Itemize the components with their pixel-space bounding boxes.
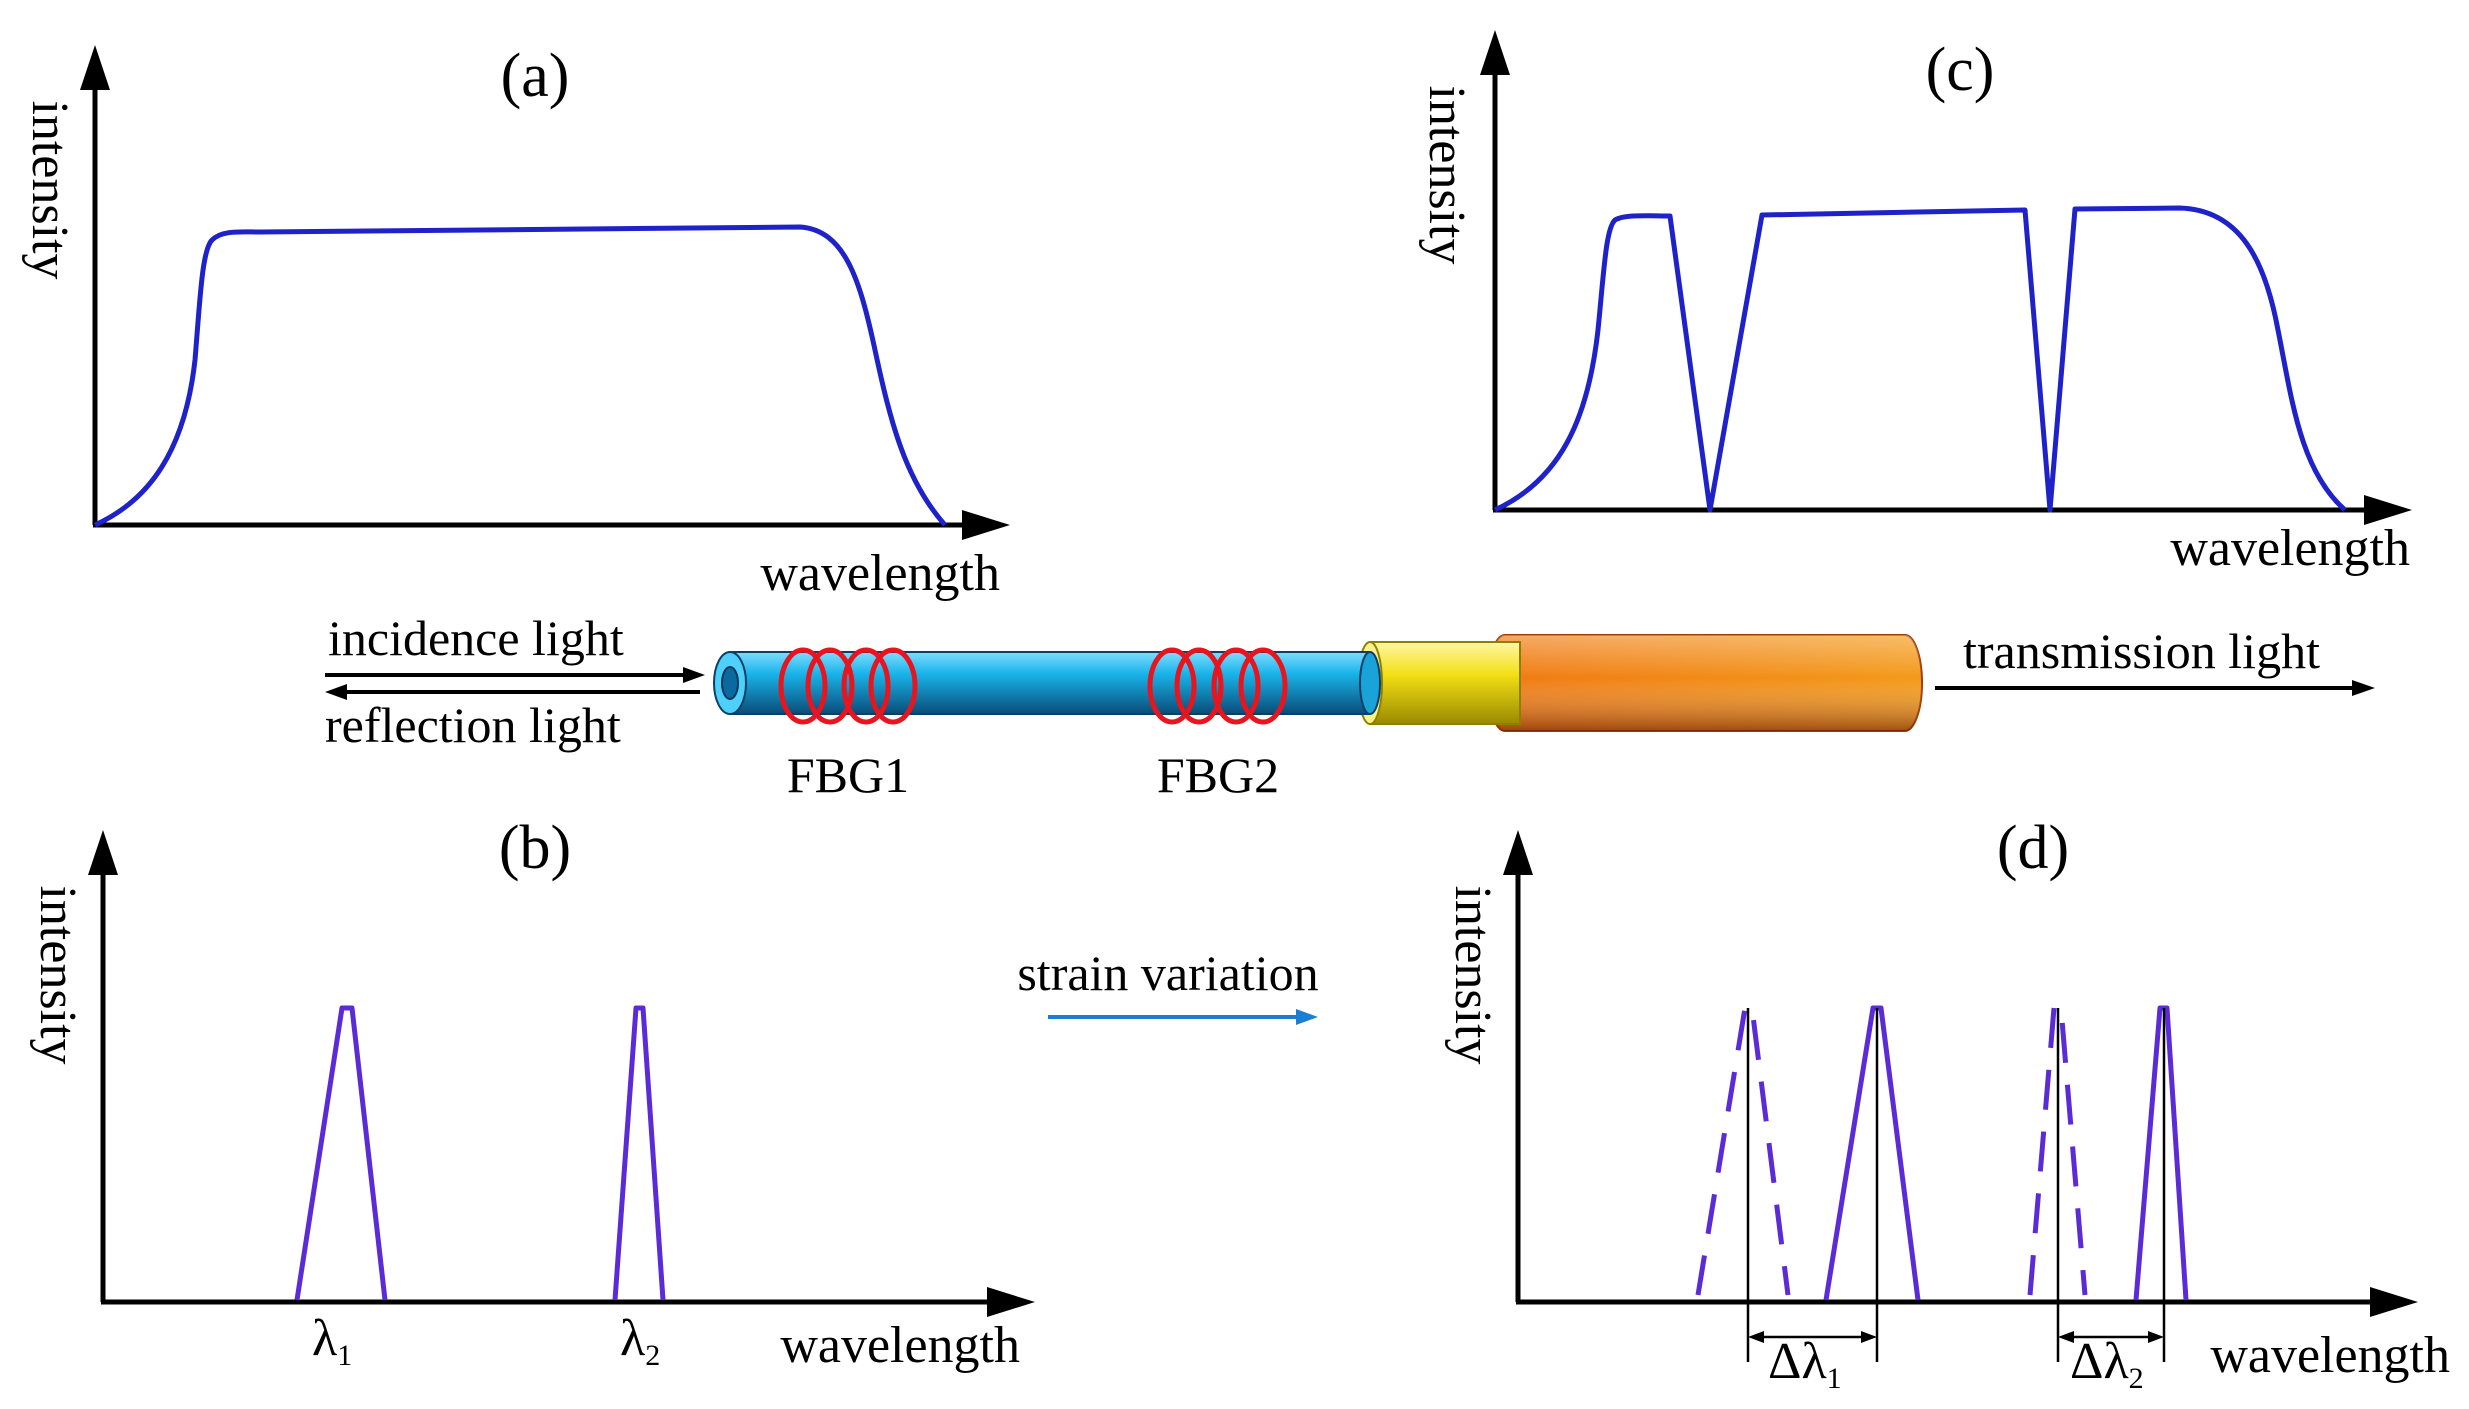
panel-c-transmission-spectrum: [1493, 205, 2347, 513]
panel-d-delta-lambda1-label: Δλ1: [1768, 1333, 1842, 1395]
panel-a-title: (a): [501, 42, 570, 110]
panel-d-delta-lambda2-label: Δλ2: [2070, 1333, 2144, 1395]
fbg2-grating: [1147, 647, 1288, 725]
reflection-arrowhead: [325, 684, 347, 700]
fiber-assembly: FBG1 FBG2: [713, 634, 1923, 803]
panel-c-y-arrowhead: [1480, 30, 1510, 75]
fbg2-label: FBG2: [1157, 747, 1279, 803]
panel-b-peak-lambda1: [294, 1005, 388, 1301]
panel-d-title: (d): [1997, 814, 2069, 882]
panel-d: Δλ1 Δλ2 (d) intensity wavelength: [1444, 814, 2450, 1395]
transmission-arrow-group: transmission light: [1935, 623, 2375, 696]
panel-a-broadband-spectrum: [93, 224, 947, 528]
panel-b-y-label: intensity: [29, 885, 86, 1064]
panel-b-x-label: wavelength: [780, 1317, 1020, 1374]
strain-variation-label: strain variation: [1017, 945, 1318, 1001]
panel-d-original-peak-1: [1695, 1005, 1791, 1296]
incidence-reflection-arrows: incidence light reflection light: [325, 610, 705, 753]
panel-d-x-label: wavelength: [2210, 1327, 2450, 1384]
panel-b-lambda1-label: λ1: [312, 1310, 352, 1372]
strain-variation-arrowhead: [1296, 1009, 1318, 1025]
transmission-label: transmission light: [1963, 623, 2320, 679]
panel-b-title: (b): [499, 814, 571, 882]
panel-d-y-label: intensity: [1444, 885, 1501, 1064]
transmission-arrowhead: [2352, 680, 2375, 696]
panel-a-y-label: intensity: [21, 100, 78, 279]
panel-c-title: (c): [1926, 36, 1995, 104]
incidence-arrowhead: [683, 667, 705, 683]
panel-d-shift-markers: [1746, 1008, 2166, 1362]
panel-d-y-arrowhead: [1503, 830, 1533, 875]
delta1-arrowhead-left: [1748, 1331, 1764, 1343]
panel-d-x-arrowhead: [2370, 1287, 2418, 1317]
panel-d-shifted-peak-1: [1823, 1005, 1921, 1301]
fbg1-grating: [778, 647, 918, 725]
panel-a-x-label: wavelength: [760, 545, 1000, 602]
panel-b: λ1 λ2 (b) intensity wavelength: [29, 814, 1035, 1374]
panel-a-y-arrowhead: [80, 45, 110, 90]
panel-b-lambda2-label: λ2: [620, 1310, 660, 1372]
fbg1-label: FBG1: [787, 747, 909, 803]
fiber-core-end-cap: [1359, 651, 1381, 715]
panel-d-original-peak-2: [2027, 1005, 2088, 1296]
panel-c: (c) intensity wavelength: [1418, 30, 2412, 577]
panel-c-x-label: wavelength: [2170, 520, 2410, 577]
fiber-core-hole: [721, 666, 739, 700]
panel-b-x-arrowhead: [987, 1287, 1035, 1317]
delta2-arrowhead-right: [2148, 1331, 2164, 1343]
panel-b-y-arrowhead: [88, 830, 118, 875]
panel-c-y-label: intensity: [1418, 85, 1475, 264]
panel-a-x-arrowhead: [962, 510, 1010, 540]
panel-a: (a) intensity wavelength: [21, 42, 1010, 602]
strain-variation: strain variation: [1017, 945, 1319, 1025]
fiber-coating: [1369, 641, 1521, 725]
panel-c-x-arrowhead: [2364, 495, 2412, 525]
panel-b-peak-lambda2: [612, 1005, 666, 1301]
reflection-label: reflection light: [325, 697, 621, 753]
delta2-arrowhead-left: [2058, 1331, 2074, 1343]
fiber-jacket-shading: [1488, 635, 1922, 731]
incidence-label: incidence light: [328, 610, 624, 666]
delta1-arrowhead-right: [1861, 1331, 1877, 1343]
panel-d-shifted-peak-2: [2133, 1005, 2189, 1301]
